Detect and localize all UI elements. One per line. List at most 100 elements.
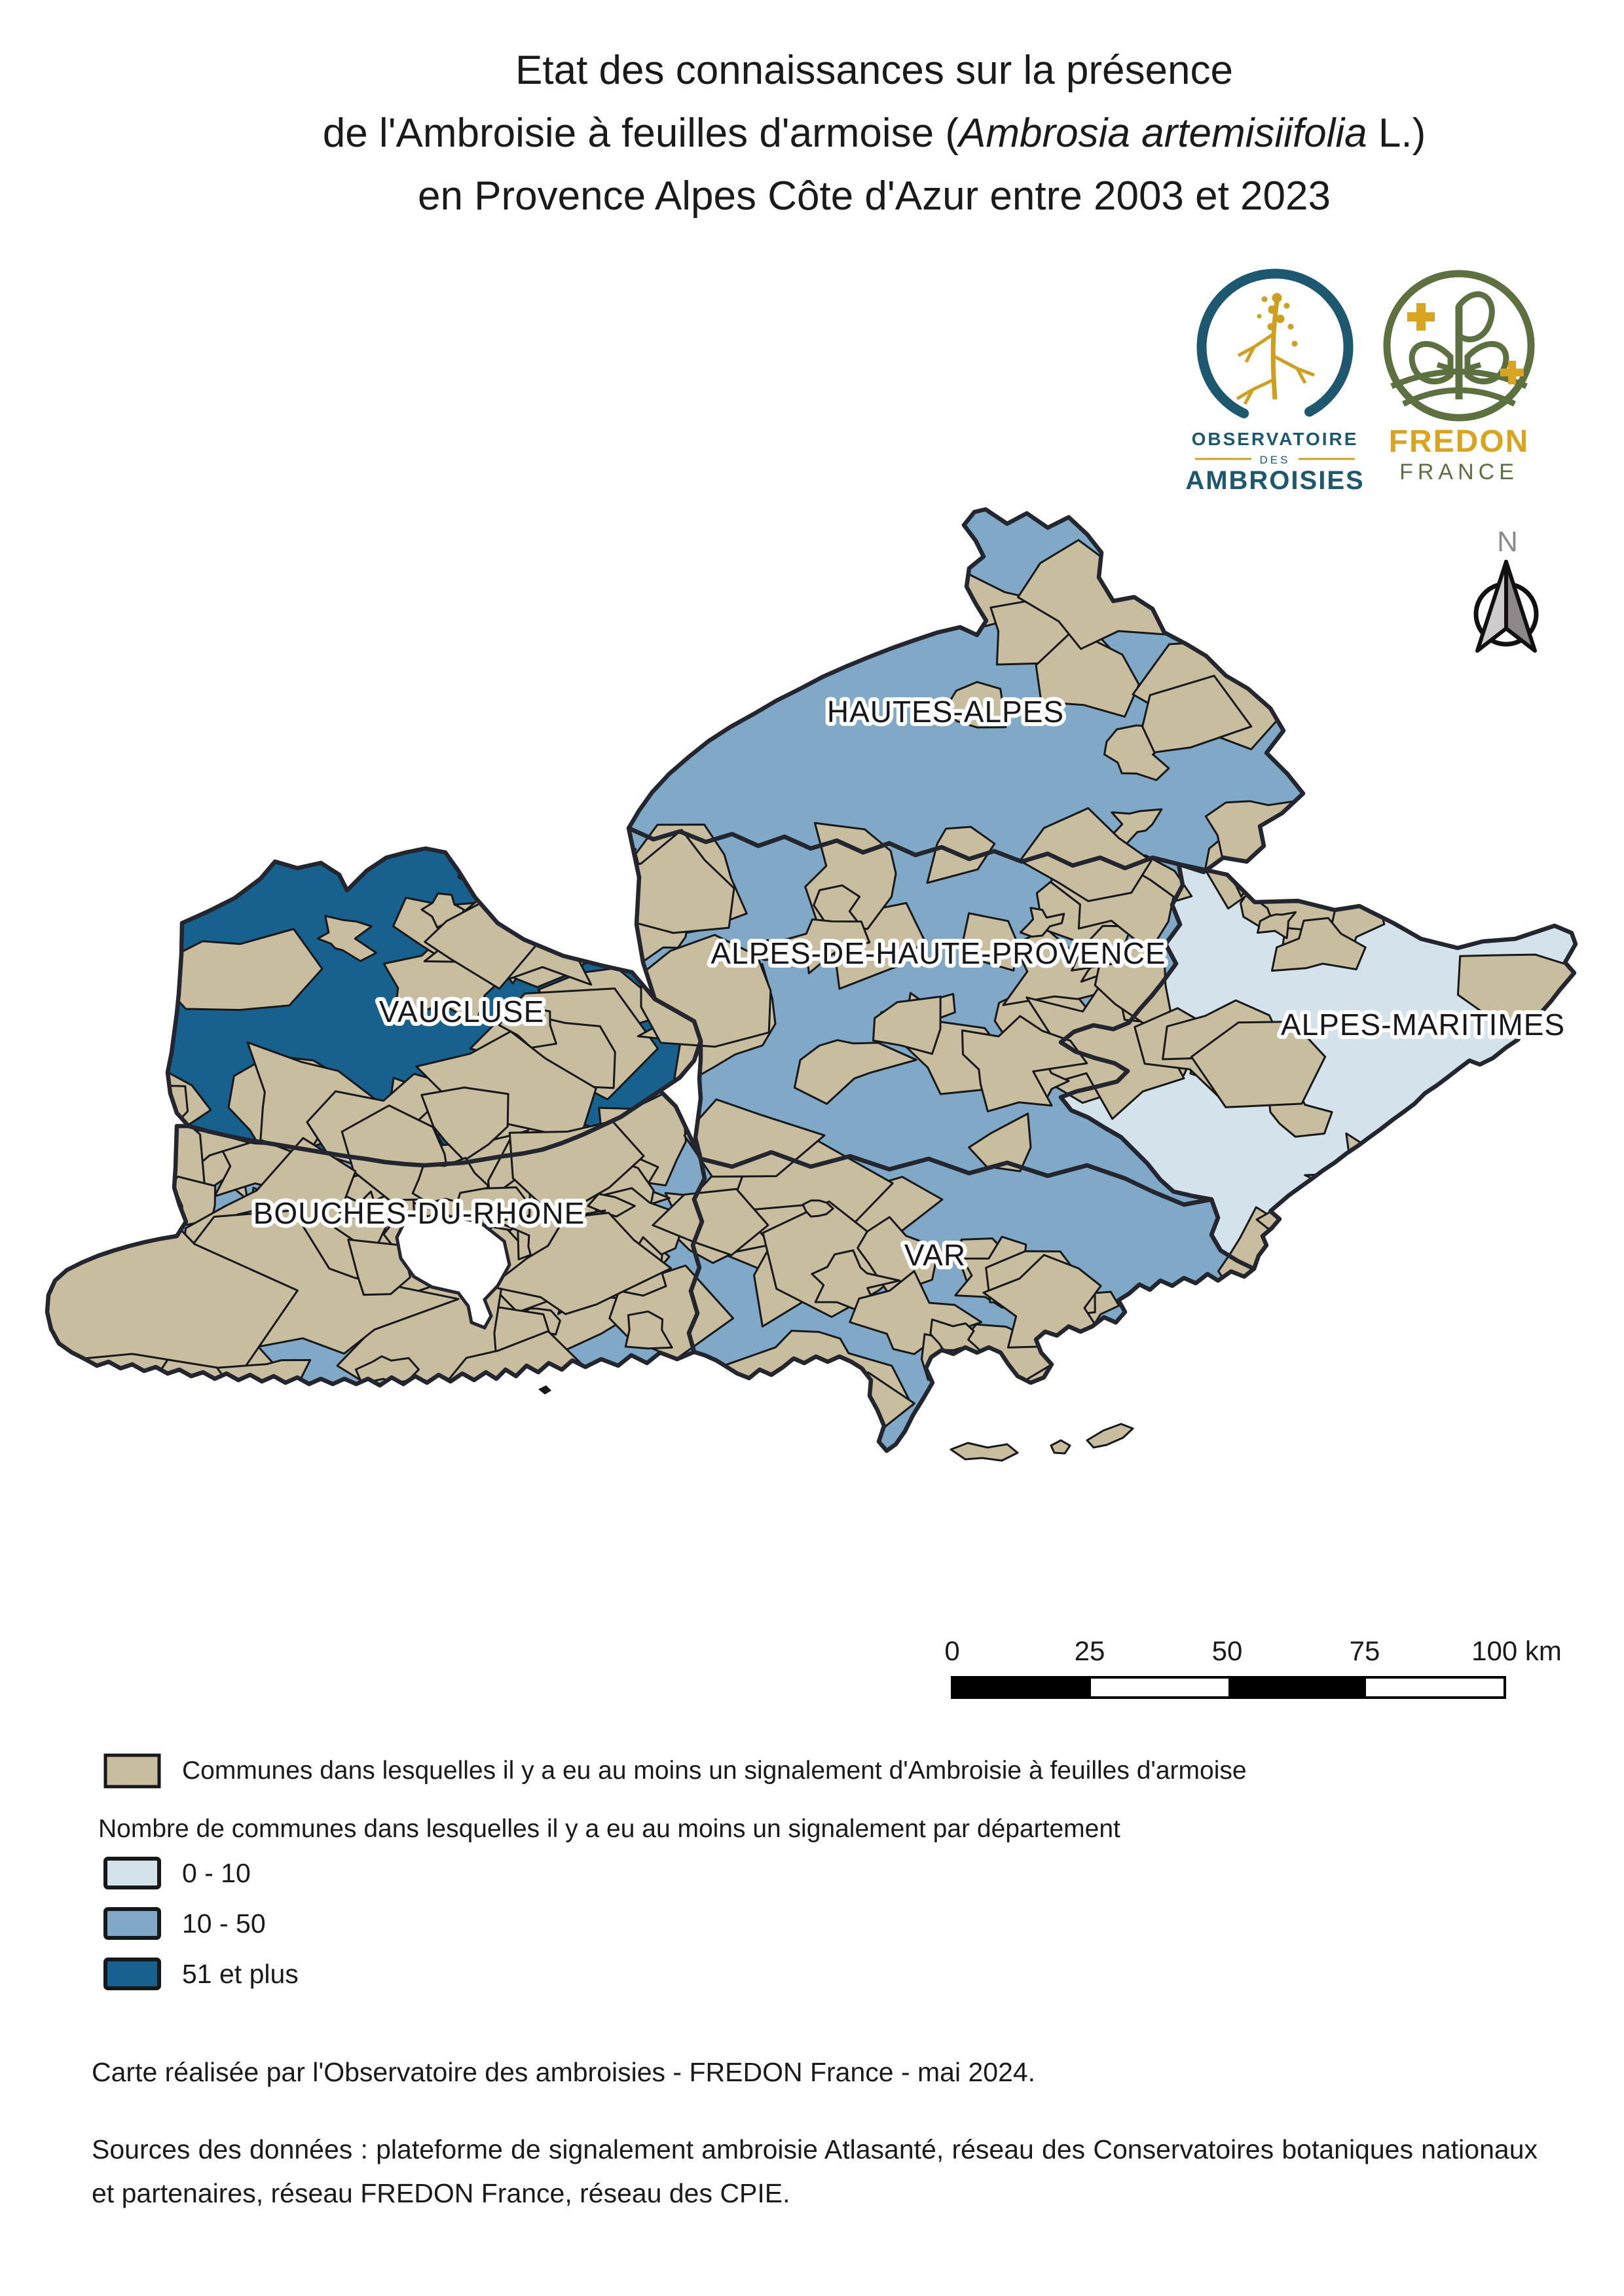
- island-porquerolles: [950, 1442, 1019, 1462]
- commune-blob: [97, 1376, 290, 1451]
- commune-blob: [316, 915, 377, 962]
- scale-segment: [1091, 1679, 1228, 1696]
- commune-blob: [968, 1112, 1032, 1173]
- commune-blob: [457, 770, 612, 920]
- commune-blob: [1154, 541, 1302, 638]
- island-levant: [1086, 1423, 1134, 1449]
- department-labels: HAUTES-ALPES ALPES-DE-HAUTE-PROVENCE ALP…: [249, 691, 1568, 1276]
- commune-blob: [527, 890, 598, 951]
- scale-segment: [1366, 1679, 1504, 1696]
- commune-blob: [802, 1199, 834, 1218]
- scale-tick-25: 25: [1074, 1635, 1105, 1666]
- islands: [538, 1385, 1134, 1462]
- north-arrow-icon: N: [1473, 526, 1539, 653]
- commune-blob: [1511, 682, 1557, 721]
- commune-blob: [1148, 1329, 1214, 1370]
- scale-tick-0: 0: [944, 1635, 960, 1666]
- commune-blob: [1270, 917, 1367, 972]
- commune-blob: [1302, 1196, 1341, 1243]
- commune-blob: [461, 1402, 623, 1451]
- communes-swatch: [103, 1753, 161, 1789]
- commune-blob: [1460, 719, 1527, 790]
- commune-blob: [1056, 1372, 1138, 1433]
- commune-blob: [1019, 907, 1065, 938]
- commune-blob: [793, 1039, 917, 1105]
- label-bouches-du-rhone: BOUCHES-DU-RHONE: [253, 1196, 585, 1230]
- fredon-france-logo: FREDON FRANCE: [1383, 270, 1535, 484]
- commune-blob: [497, 1363, 617, 1451]
- legend-communes-label: Communes dans lesquelles il y a eu au mo…: [182, 1757, 1247, 1785]
- credit-sources: Sources des données : plateforme de sign…: [92, 2134, 1538, 2208]
- commune-blob: [726, 1366, 856, 1451]
- observatoire-circle-icon: [1196, 268, 1354, 426]
- commune-blob: [137, 1435, 201, 1451]
- department-borders: [45, 507, 1578, 1453]
- scale-tick-50: 50: [1211, 1635, 1243, 1666]
- commune-blob: [1257, 911, 1297, 939]
- commune-blob: [1291, 756, 1424, 867]
- etang-de-berre-lake: [395, 1213, 511, 1330]
- commune-blob: [215, 1358, 312, 1424]
- scale-bar-segments: [951, 1676, 1506, 1699]
- legend-class-row: 51 et plus: [103, 1958, 299, 1990]
- title-line-2: de l'Ambroisie à feuilles d'armoise (Amb…: [322, 111, 1426, 156]
- class-swatch-mid: [103, 1907, 161, 1940]
- label-alpes-de-haute-provence: ALPES-DE-HAUTE-PROVENCE: [710, 936, 1166, 970]
- commune-blob: [1035, 629, 1140, 718]
- commune-blob: [1190, 1021, 1327, 1108]
- commune-blob: [587, 1193, 636, 1218]
- commune-blob: [65, 1160, 145, 1225]
- label-vaucluse: VAUCLUSE: [379, 994, 545, 1029]
- commune-blob: [139, 1085, 173, 1122]
- legend-class-row: 0 - 10: [103, 1857, 299, 1889]
- commune-blob: [640, 934, 772, 1048]
- class-swatch-low: [103, 1857, 161, 1889]
- commune-blob: [961, 912, 1018, 972]
- commune-blob: [420, 1086, 509, 1162]
- commune-blob: [652, 1188, 769, 1256]
- island-port-cros: [1050, 1439, 1071, 1455]
- commune-blob: [246, 1041, 377, 1158]
- commune-blob: [489, 1212, 673, 1315]
- fredon-logo-country: FRANCE: [1399, 460, 1519, 484]
- label-hautes-alpes: HAUTES-ALPES: [827, 695, 1064, 729]
- commune-blob: [1137, 1309, 1233, 1360]
- legend-class-label: 51 et plus: [182, 1958, 299, 1989]
- department-border: [1058, 862, 1578, 1271]
- commune-blob: [1490, 799, 1573, 867]
- label-var: VAR: [904, 1238, 966, 1272]
- commune-blob: [624, 1310, 673, 1350]
- ambroisie-plant-icon: [1236, 293, 1315, 405]
- label-alpes-maritimes: ALPES-MARITIMES: [1281, 1008, 1565, 1042]
- fredon-logo-name: FREDON: [1389, 424, 1530, 459]
- scale-tick-75: 75: [1349, 1635, 1380, 1666]
- species-name: Ambrosia artemisiifolia: [959, 111, 1367, 156]
- fredon-cross-icon: [1407, 303, 1524, 384]
- legend-class-row: 10 - 50: [103, 1907, 299, 1940]
- scale-tick-100km: 100 km: [1471, 1635, 1562, 1666]
- legend-class-label: 0 - 10: [182, 1857, 251, 1888]
- commune-blob: [961, 1015, 1088, 1113]
- department-border: [686, 1150, 1257, 1453]
- observatoire-des-ambroisies-logo: OBSERVATOIRE DES AMBROISIES: [1185, 268, 1364, 494]
- north-label: N: [1497, 526, 1518, 558]
- commune-blob: [1109, 808, 1163, 848]
- scale-bar: 0 25 50 75 100 km: [944, 1635, 1562, 1707]
- scale-segment: [953, 1679, 1091, 1696]
- observatoire-logo-ambroisies: AMBROISIES: [1185, 466, 1364, 494]
- title-line-3: en Provence Alpes Côte d'Azur entre 2003…: [417, 173, 1331, 219]
- department-border: [45, 1088, 707, 1388]
- observatoire-logo-des: DES: [1260, 454, 1291, 466]
- commune-blob: [493, 842, 580, 908]
- commune-blob: [1276, 1215, 1354, 1266]
- title-line-1: Etat des connaissances sur la présence: [515, 48, 1233, 93]
- scale-segment: [1228, 1679, 1366, 1696]
- commune-blob: [1299, 772, 1363, 842]
- commune-blob: [946, 681, 1007, 729]
- legend-heading: Nombre de communes dans lesquelles il y …: [98, 1815, 1120, 1843]
- map-title: Etat des connaissances sur la présence d…: [98, 39, 1624, 228]
- class-swatch-high: [103, 1958, 161, 1990]
- legend-class-label: 10 - 50: [182, 1908, 266, 1939]
- commune-blob: [872, 995, 942, 1055]
- choropleth-map-paca: HAUTES-ALPES ALPES-DE-HAUTE-PROVENCE ALP…: [45, 507, 1578, 1462]
